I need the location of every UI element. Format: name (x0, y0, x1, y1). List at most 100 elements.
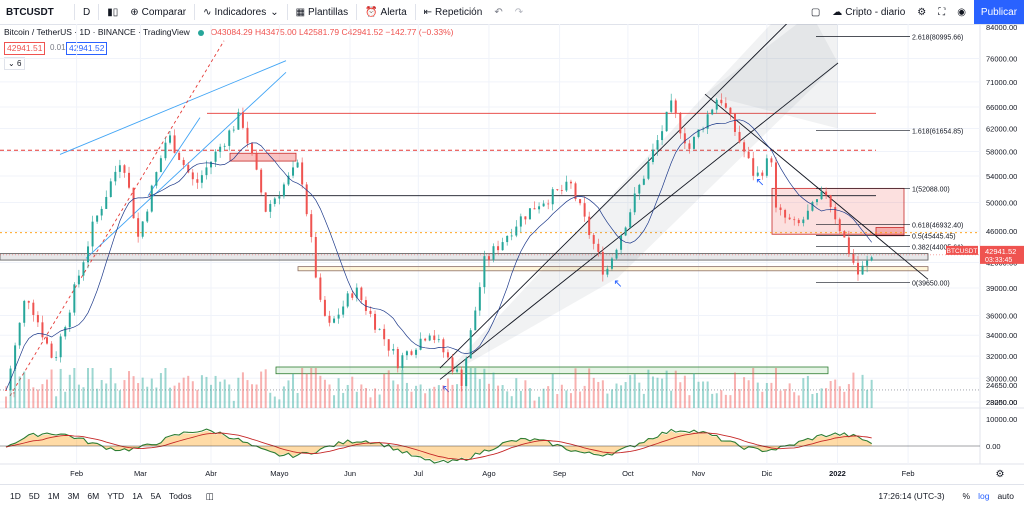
volume-bar (228, 384, 231, 408)
templates-button[interactable]: ▦ Plantillas (290, 0, 354, 24)
candle-body (556, 189, 559, 191)
candle-body (661, 131, 664, 141)
market-status-icon (198, 29, 205, 36)
compare-button[interactable]: ⊕ Comparar (124, 0, 192, 24)
symbol-title[interactable]: Bitcoin / TetherUS · 1D · BINANCE · Trad… (4, 27, 190, 37)
range-1m[interactable]: 1M (47, 491, 60, 501)
symbol-search[interactable]: BTCUSDT (6, 6, 54, 18)
candle-body (55, 357, 58, 359)
candle-body (378, 328, 381, 330)
volume-bar (560, 384, 563, 408)
volume-bar (465, 368, 468, 408)
volume-bar (478, 379, 481, 408)
candle-body (706, 114, 709, 129)
volume-bar (214, 375, 217, 408)
volume-bar (583, 385, 586, 408)
candle-body (241, 112, 244, 128)
candle-body (260, 169, 263, 193)
divider (98, 4, 100, 20)
layout-button[interactable]: ▢ (805, 0, 826, 24)
range-ytd[interactable]: YTD (107, 491, 125, 501)
settings-button[interactable]: ⚙ (911, 0, 932, 24)
fib-level-label: 0(39650.00) (912, 280, 950, 287)
candle-body (583, 203, 586, 217)
candle-body (305, 184, 308, 215)
volume-bar (624, 382, 627, 408)
resistance-box (229, 152, 297, 162)
range-1a[interactable]: 1A (132, 491, 143, 501)
candle-body (492, 246, 495, 260)
alert-button[interactable]: ⏰ Alerta (359, 0, 413, 24)
price-tick-label: 28000.00 (986, 398, 1017, 407)
bid-price[interactable]: 42941.51 (4, 42, 46, 55)
range-5a[interactable]: 5A (150, 491, 161, 501)
volume-bar (688, 395, 691, 408)
oscillator-tick-label: 0.00 (986, 442, 1001, 451)
price-chart[interactable]: 2.618(80995.66) 1.618(61654.85) 1(52088.00… (0, 24, 1024, 484)
watchlist-button[interactable]: ☁ Cripto - diario (826, 0, 911, 24)
interval-button[interactable]: D (83, 6, 91, 18)
price-axis[interactable]: 28000.00 30000.00 32000.00 34000.00 36000.00… (0, 24, 1024, 451)
candle-body (569, 181, 572, 184)
candle-body (255, 153, 258, 170)
replay-button[interactable]: ⇤ Repetición (418, 0, 489, 24)
candle-body (592, 235, 595, 244)
date-range-button[interactable]: ◫ (202, 491, 218, 502)
price-tick-label: 76000.00 (986, 54, 1017, 63)
volume-bar (32, 387, 35, 408)
ask-price[interactable]: 42941.52 (66, 42, 108, 55)
candle-body (264, 192, 267, 212)
volume-bar (337, 378, 340, 408)
volume-bar (410, 391, 413, 408)
time-tick-label: Ago (482, 469, 495, 478)
time-axis[interactable]: Feb Mar Abr Mayo Jun Jul Ago Sep Oct Nov Dic 2022 Fe… (70, 469, 1004, 480)
indicator-count: 6 (16, 59, 22, 68)
candle-body (784, 209, 787, 218)
volume-bar (834, 379, 837, 408)
clock-time[interactable]: 17:26:14 (UTC-3) (878, 491, 945, 501)
volume-bar (200, 375, 203, 408)
divider (414, 4, 416, 20)
price-tick-label: 50000.00 (986, 199, 1017, 208)
indicators-button[interactable]: ∿ Indicadores ⌄ (197, 0, 284, 24)
candle-body (41, 322, 44, 338)
auto-toggle[interactable]: auto (997, 491, 1014, 501)
arrow-marker: ↖ (755, 177, 764, 189)
candle-body (396, 348, 399, 369)
volume-bar (756, 382, 759, 408)
volume-bar (843, 391, 846, 408)
undo-button[interactable]: ↶ (488, 0, 508, 24)
candle-body (178, 152, 181, 160)
bottom-toolbar: 1D 5D 1M 3M 6M YTD 1A 5A Todos ◫ 17:26:1… (0, 484, 1024, 507)
volume-bar (497, 385, 500, 408)
publish-button[interactable]: Publicar (974, 0, 1024, 24)
range-all[interactable]: Todos (169, 491, 192, 501)
volume-bar (825, 388, 828, 408)
volume-bar (597, 381, 600, 408)
candle-body (351, 293, 354, 298)
range-1d[interactable]: 1D (10, 491, 21, 501)
percent-toggle[interactable]: % (962, 491, 971, 501)
candle-body (533, 208, 536, 210)
log-toggle[interactable]: log (978, 491, 990, 501)
volume-bar (196, 389, 199, 408)
volume-bar (109, 368, 112, 408)
range-5d[interactable]: 5D (28, 491, 40, 501)
volume-bar (565, 390, 568, 408)
candle-body (861, 265, 864, 275)
range-3m[interactable]: 3M (67, 491, 80, 501)
bar-style-button[interactable]: ▮▯ (101, 0, 124, 24)
indicator-toggle[interactable]: ⌄ 6 (4, 57, 26, 70)
price-series (5, 93, 873, 392)
candle-body (87, 246, 90, 263)
range-6m[interactable]: 6M (87, 491, 100, 501)
fullscreen-button[interactable]: ⛶ (932, 0, 951, 24)
volume-bar (610, 389, 613, 408)
price-tick-label: 46000.00 (986, 227, 1017, 236)
top-toolbar: BTCUSDT D ▮▯ ⊕ Comparar ∿ Indicadores ⌄ ▦ Pl… (0, 0, 1024, 25)
candle-body (847, 237, 850, 254)
redo-button[interactable]: ↷ (509, 0, 529, 24)
moving-average-line (5, 119, 872, 391)
candle-body (478, 287, 481, 311)
snapshot-button[interactable]: ◉ (951, 0, 972, 24)
